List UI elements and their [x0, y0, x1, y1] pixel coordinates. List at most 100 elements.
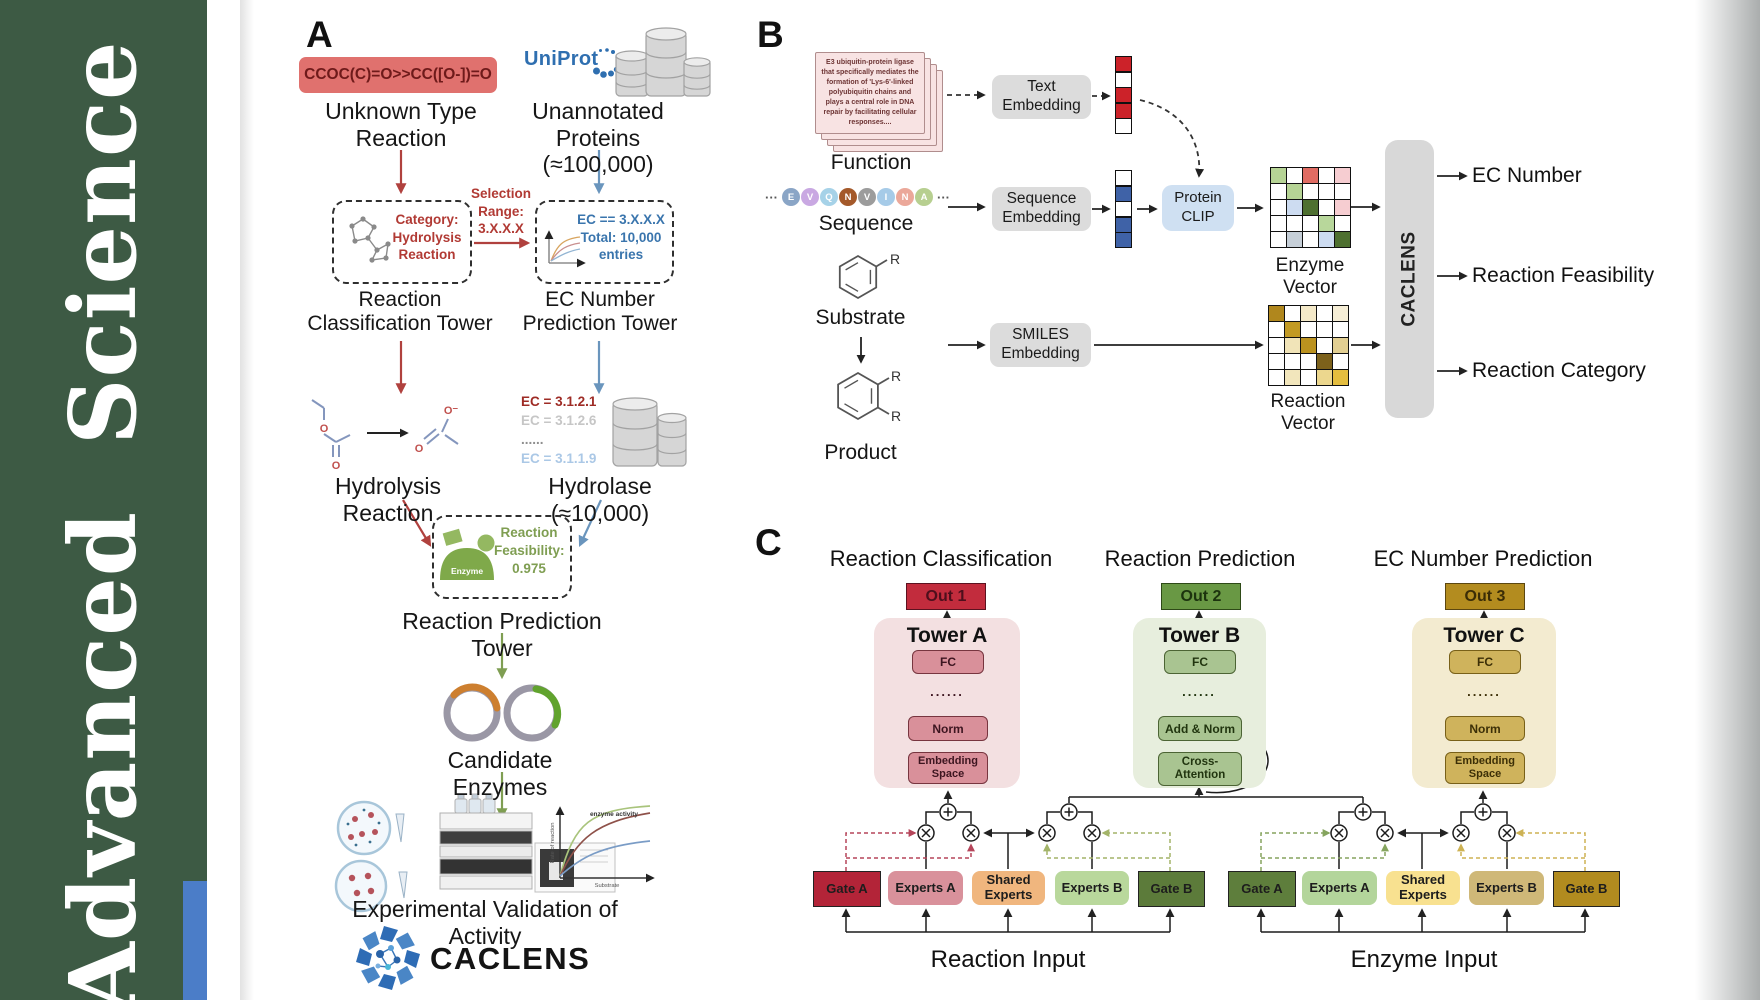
- reaction-smiles-box: CCOC(C)=O>>CC([O-])=O: [299, 57, 497, 93]
- enzyme-icon: Enzyme: [440, 528, 495, 580]
- vector-cell: [1317, 306, 1332, 321]
- vector-cell: [1287, 216, 1302, 231]
- vector-cell: [1317, 338, 1332, 353]
- add-nodes: [939, 803, 1492, 821]
- vector-cell: [1285, 354, 1300, 369]
- vector-cell: [1301, 322, 1316, 337]
- plot-annotation: enzyme activity: [590, 811, 638, 818]
- protein-clip-box: Protein CLIP: [1162, 185, 1234, 231]
- vector-cell: [1116, 217, 1131, 232]
- vector-cell: [1116, 171, 1131, 185]
- ec-line: EC = 3.1.1.9: [521, 451, 597, 466]
- text-embedding-vector: [1115, 56, 1132, 134]
- vector-cell: [1116, 103, 1131, 118]
- database-icon: [612, 397, 687, 467]
- reaction-vector-grid: [1268, 305, 1349, 386]
- output-reaction-category: Reaction Category: [1472, 359, 1646, 382]
- panel-b-graphics: R R R: [837, 90, 1468, 424]
- vector-cell: [1303, 200, 1318, 215]
- tower-c-norm: Norm: [1445, 716, 1525, 741]
- ellipsis: ···: [765, 189, 778, 205]
- experimental-validation-label: Experimental Validation of Activity: [352, 896, 618, 949]
- vector-cell: [1301, 338, 1316, 353]
- tower-b-title: Tower B: [1158, 624, 1241, 647]
- tower-a-title: Tower A: [906, 624, 988, 647]
- header-reaction-prediction: Reaction Prediction: [1104, 546, 1296, 571]
- vector-cell: [1303, 232, 1318, 247]
- vector-cell: [1335, 184, 1350, 199]
- ec-line: EC = 3.1.2.1: [521, 394, 597, 409]
- vector-cell: [1287, 232, 1302, 247]
- reaction-shared-experts: Shared Experts: [972, 871, 1045, 905]
- database-icon: [615, 27, 711, 97]
- vector-cell: [1333, 338, 1348, 353]
- vector-cell: [1269, 322, 1284, 337]
- tower-c-fc: FC: [1449, 650, 1521, 674]
- reaction-input-label: Reaction Input: [930, 946, 1086, 973]
- reaction-vector-label: Reaction Vector: [1270, 391, 1346, 434]
- vector-cell: [1271, 168, 1286, 183]
- reaction-feasibility-box: [432, 515, 572, 599]
- vector-cell: [1287, 184, 1302, 199]
- vector-cell: [1269, 354, 1284, 369]
- vector-cell: [1317, 354, 1332, 369]
- vector-cell: [1333, 322, 1348, 337]
- ec-number-tower-label: EC Number Prediction Tower: [522, 288, 678, 336]
- residue-circle: A: [915, 188, 933, 206]
- vector-cell: [1285, 306, 1300, 321]
- vector-cell: [1317, 370, 1332, 385]
- acetate-molecule: O⁻ O: [415, 405, 459, 455]
- reaction-classification-box: [332, 200, 472, 284]
- kinetics-plot: Rate of reaction Substrate enzyme activi…: [550, 805, 655, 889]
- plasmid-icons: [443, 683, 562, 742]
- reaction-experts-b: Experts B: [1055, 871, 1129, 905]
- petri-dish-icons: [334, 800, 408, 913]
- slide-left-edge: [240, 0, 254, 1000]
- product-molecule: R R: [837, 368, 901, 424]
- r-group-label: R: [890, 251, 900, 267]
- vector-cell: [1116, 119, 1131, 133]
- ester-molecule: O O: [311, 399, 351, 472]
- vector-cell: [1319, 184, 1334, 199]
- vector-cell: [1333, 354, 1348, 369]
- caclens-module-bar: CACLENS: [1385, 140, 1434, 418]
- uniprot-logo-text: UniProt: [524, 48, 599, 70]
- oxygen-minus-label: O⁻: [444, 405, 459, 417]
- vector-cell: [1319, 200, 1334, 215]
- caclens-logo-icon: [356, 926, 420, 990]
- vector-cell: [1285, 338, 1300, 353]
- enzyme-input-label: Enzyme Input: [1350, 946, 1498, 973]
- tower-a-fc: FC: [912, 650, 984, 674]
- vector-cell: [1335, 232, 1350, 247]
- tower-a-norm: Norm: [908, 716, 988, 741]
- header-reaction-classification: Reaction Classification: [829, 546, 1053, 571]
- vector-cell: [1271, 216, 1286, 231]
- panel-b-label: B: [757, 14, 784, 55]
- residue-circle: V: [858, 188, 876, 206]
- category-hydrolysis-text: Category: Hydrolysis Reaction: [392, 212, 462, 263]
- enzyme-icon-label: Enzyme: [451, 566, 483, 576]
- vector-cell: [1301, 306, 1316, 321]
- output-reaction-feasibility: Reaction Feasibility: [1472, 264, 1655, 287]
- vector-cell: [1271, 184, 1286, 199]
- ec-total-text: EC == 3.X.X.X Total: 10,000 entries: [577, 212, 665, 263]
- selection-range-text: Selection Range: 3.X.X.X: [470, 186, 532, 237]
- vector-cell: [1335, 168, 1350, 183]
- sequence-embedding-box: Sequence Embedding: [992, 187, 1091, 231]
- enzyme-gate-b: Gate B: [1553, 871, 1620, 907]
- residue-circle: Q: [820, 188, 838, 206]
- out3-box: Out 3: [1445, 583, 1525, 610]
- vector-cell: [1319, 168, 1334, 183]
- caclens-bar-label: CACLENS: [1398, 231, 1420, 327]
- function-label: Function: [830, 151, 912, 174]
- vector-cell: [1116, 88, 1131, 102]
- enzyme-vector-label: Enzyme Vector: [1275, 255, 1345, 298]
- tower-b-cross-attention: Cross- Attention: [1158, 752, 1242, 786]
- hydrolysis-reaction-label: Hydrolysis Reaction: [334, 473, 442, 526]
- plot-ylabel: Rate of reaction: [550, 823, 556, 864]
- r-group-label: R: [891, 408, 901, 424]
- feasibility-text: Reaction Feasibility: 0.975: [494, 525, 565, 577]
- ec-line: ......: [521, 432, 544, 447]
